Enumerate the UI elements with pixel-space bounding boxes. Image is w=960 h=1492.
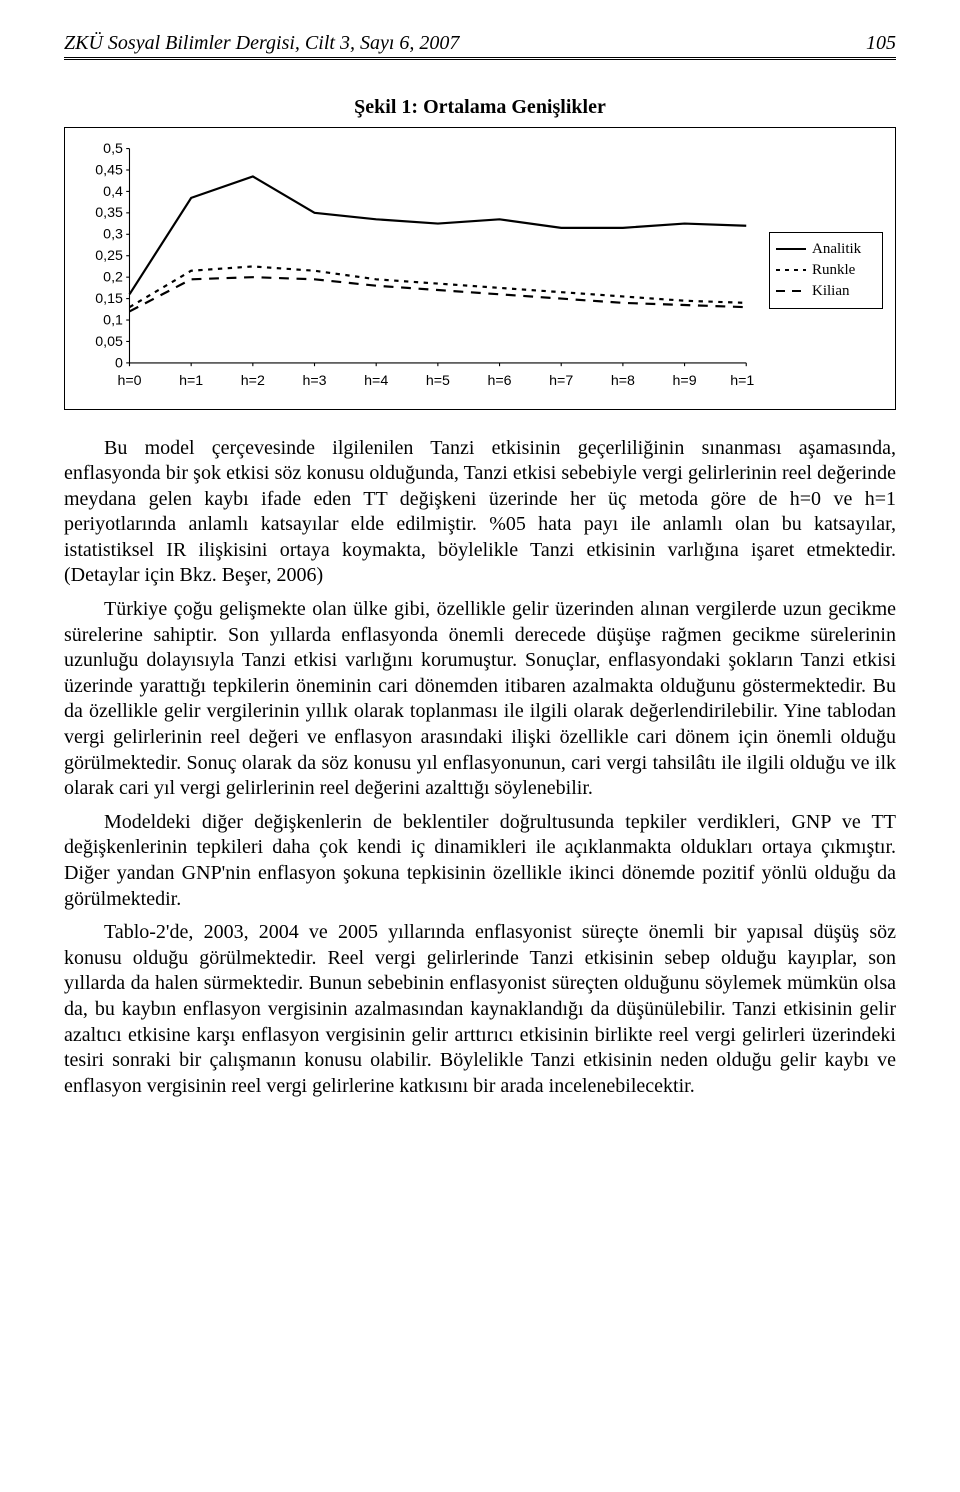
legend-swatch (776, 244, 806, 254)
svg-text:0,5: 0,5 (103, 142, 123, 157)
svg-text:0,2: 0,2 (103, 270, 123, 286)
svg-text:0,25: 0,25 (95, 248, 123, 264)
body-text: Bu model çerçevesinde ilgilenilen Tanzi … (64, 436, 896, 1100)
legend-swatch (776, 286, 806, 296)
legend-swatch (776, 265, 806, 275)
svg-text:h=5: h=5 (426, 373, 450, 389)
paragraph-1: Bu model çerçevesinde ilgilenilen Tanzi … (64, 436, 896, 590)
svg-text:0,1: 0,1 (103, 312, 123, 328)
svg-text:0,45: 0,45 (95, 162, 123, 178)
svg-text:h=8: h=8 (611, 373, 635, 389)
svg-text:0,4: 0,4 (103, 184, 123, 200)
svg-text:0,3: 0,3 (103, 227, 123, 243)
legend-item: Analitik (776, 241, 876, 258)
svg-text:h=2: h=2 (241, 373, 265, 389)
svg-text:h=7: h=7 (549, 373, 573, 389)
legend-label: Kilian (812, 283, 850, 300)
svg-text:0,35: 0,35 (95, 205, 123, 221)
svg-text:h=9: h=9 (673, 373, 697, 389)
svg-text:0: 0 (115, 355, 123, 371)
svg-text:h=6: h=6 (487, 373, 511, 389)
journal-title: ZKÜ Sosyal Bilimler Dergisi, Cilt 3, Say… (64, 32, 459, 55)
page-number: 105 (866, 32, 896, 55)
figure-caption: Şekil 1: Ortalama Genişlikler (64, 96, 896, 119)
paragraph-4: Tablo-2'de, 2003, 2004 ve 2005 yıllarınd… (64, 920, 896, 1099)
svg-text:h=1: h=1 (179, 373, 203, 389)
paragraph-3: Modeldeki diğer değişkenlerin de beklent… (64, 810, 896, 912)
legend-item: Runkle (776, 262, 876, 279)
running-header: ZKÜ Sosyal Bilimler Dergisi, Cilt 3, Say… (64, 32, 896, 60)
svg-text:h=0: h=0 (117, 373, 141, 389)
legend-label: Analitik (812, 241, 861, 258)
legend-label: Runkle (812, 262, 855, 279)
svg-text:h=3: h=3 (302, 373, 326, 389)
svg-text:h=4: h=4 (364, 373, 388, 389)
svg-text:0,05: 0,05 (95, 334, 123, 350)
svg-text:h=10: h=10 (730, 373, 755, 389)
figure-container: 0 0,05 0,1 0,15 0,2 0,25 0,3 0,35 0,4 0,45 0,5 h=0 h… (64, 127, 896, 410)
chart-plot-area: 0 0,05 0,1 0,15 0,2 0,25 0,3 0,35 0,4 0,45 0,5 h=0 h… (77, 142, 755, 399)
legend-item: Kilian (776, 283, 876, 300)
line-chart-svg: 0 0,05 0,1 0,15 0,2 0,25 0,3 0,35 0,4 0,45 0,5 h=0 h… (77, 142, 755, 394)
paragraph-2: Türkiye çoğu gelişmekte olan ülke gibi, … (64, 597, 896, 802)
svg-text:0,15: 0,15 (95, 291, 123, 307)
chart-legend: Analitik Runkle Kilian (769, 232, 883, 309)
